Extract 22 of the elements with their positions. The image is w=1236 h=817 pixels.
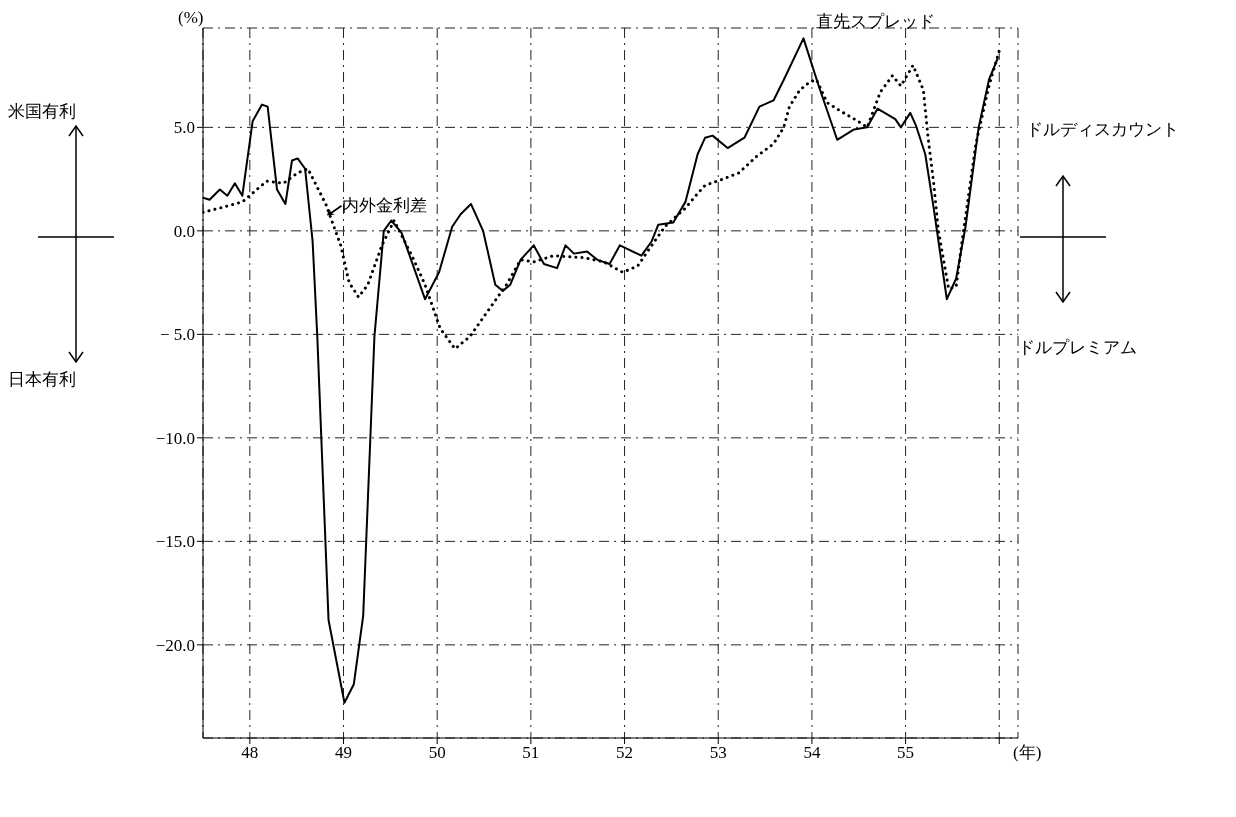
y-tick-label: 5.0 xyxy=(173,118,195,138)
y-tick-label: −20.0 xyxy=(155,635,195,655)
x-tick-label: 52 xyxy=(616,743,634,763)
x-tick-label: 54 xyxy=(803,743,821,763)
y-tick-label: − 5.0 xyxy=(159,325,195,345)
text: 日本有利 xyxy=(8,368,76,391)
x-tick-label: 51 xyxy=(522,743,540,763)
y-tick-label: −15.0 xyxy=(155,532,195,552)
legend-label: 内外金利差 xyxy=(342,194,427,217)
y-axis-title: (%) xyxy=(178,8,204,28)
y-tick-label: −10.0 xyxy=(155,428,195,448)
x-tick-label: 53 xyxy=(709,743,727,763)
x-tick-label: 49 xyxy=(335,743,353,763)
y-tick-label: 0.0 xyxy=(173,221,195,241)
annotation: ドルプレミアム xyxy=(1018,336,1137,359)
text: 米国有利 xyxy=(8,100,76,123)
x-tick-label: 55 xyxy=(897,743,915,763)
text: ドルディスカウント xyxy=(1026,118,1179,141)
x-tick-label: 48 xyxy=(241,743,259,763)
series-label: 直先スプレッド xyxy=(816,10,935,33)
x-tick-label: 50 xyxy=(428,743,446,763)
x-axis-title: (年) xyxy=(1013,742,1042,764)
